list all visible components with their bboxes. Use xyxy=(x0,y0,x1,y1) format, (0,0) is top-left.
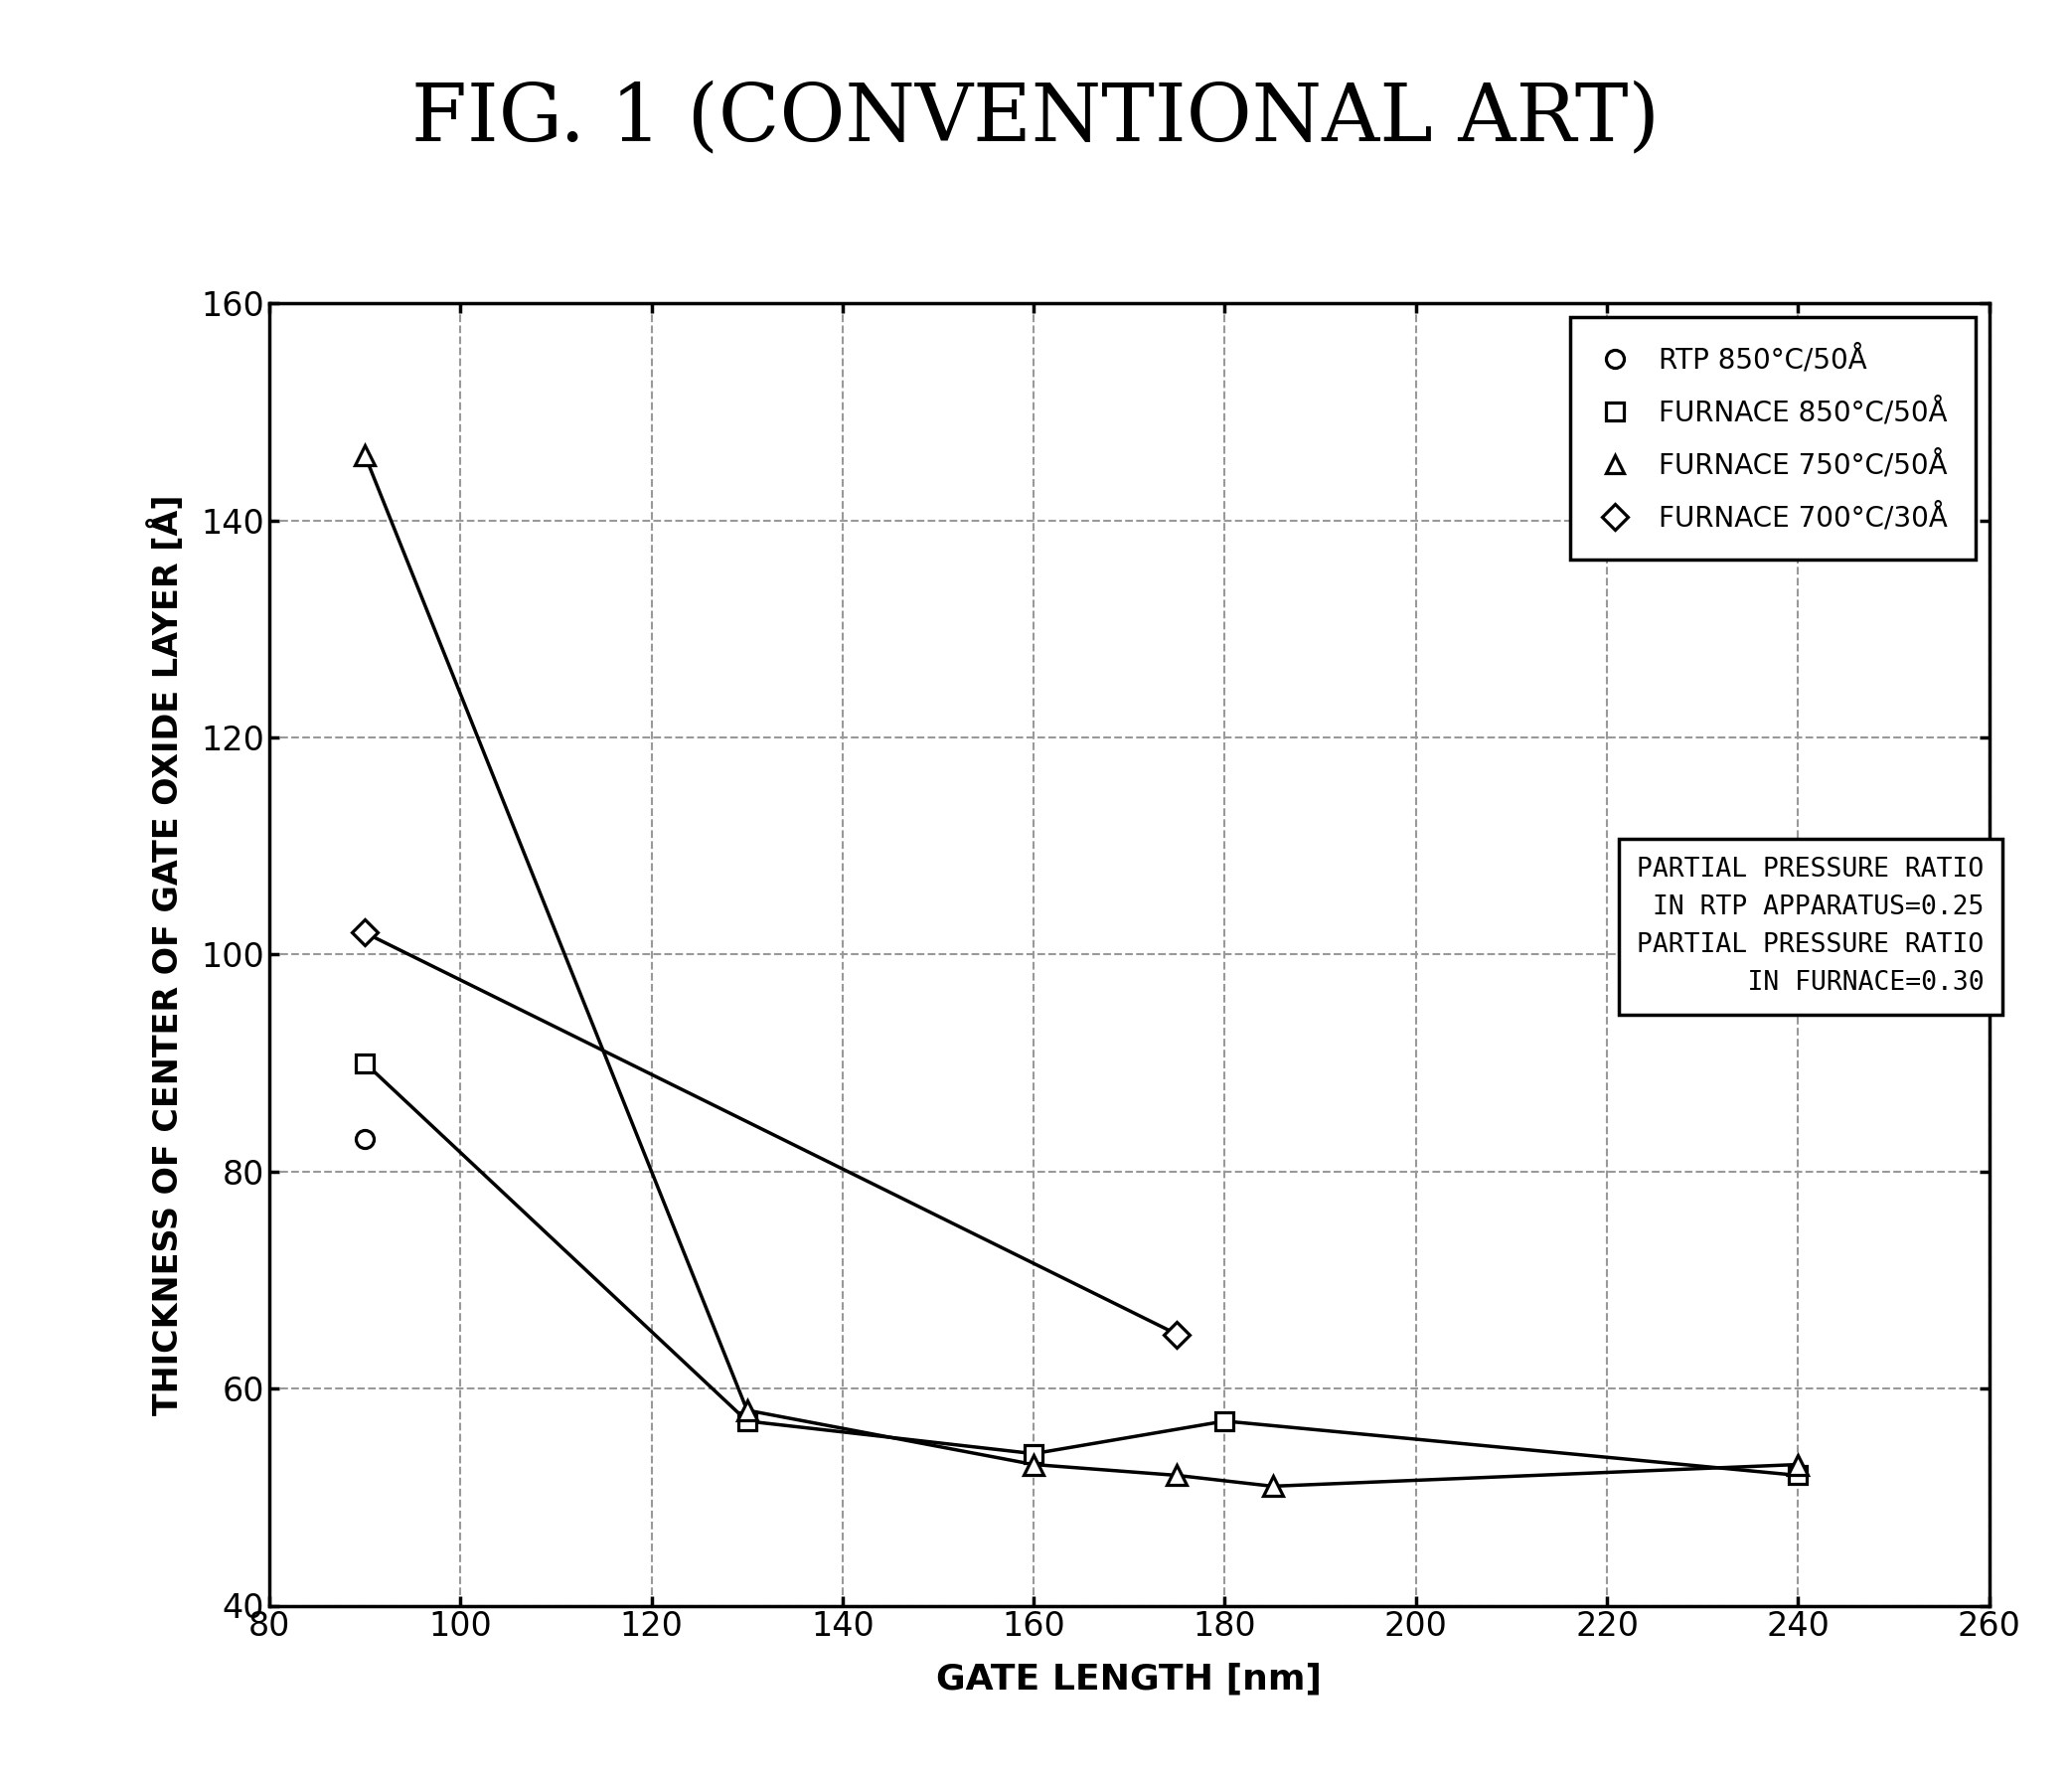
Text: PARTIAL PRESSURE RATIO
IN RTP APPARATUS=0.25
PARTIAL PRESSURE RATIO
    IN FURNA: PARTIAL PRESSURE RATIO IN RTP APPARATUS=… xyxy=(1637,856,1985,995)
X-axis label: GATE LENGTH [nm]: GATE LENGTH [nm] xyxy=(937,1663,1322,1697)
Text: FIG. 1 (CONVENTIONAL ART): FIG. 1 (CONVENTIONAL ART) xyxy=(412,80,1660,157)
Legend: RTP 850°C/50Å, FURNACE 850°C/50Å, FURNACE 750°C/50Å, FURNACE 700°C/30Å: RTP 850°C/50Å, FURNACE 850°C/50Å, FURNAC… xyxy=(1571,318,1975,560)
Y-axis label: THICKNESS OF CENTER OF GATE OXIDE LAYER [Å]: THICKNESS OF CENTER OF GATE OXIDE LAYER … xyxy=(147,494,184,1415)
